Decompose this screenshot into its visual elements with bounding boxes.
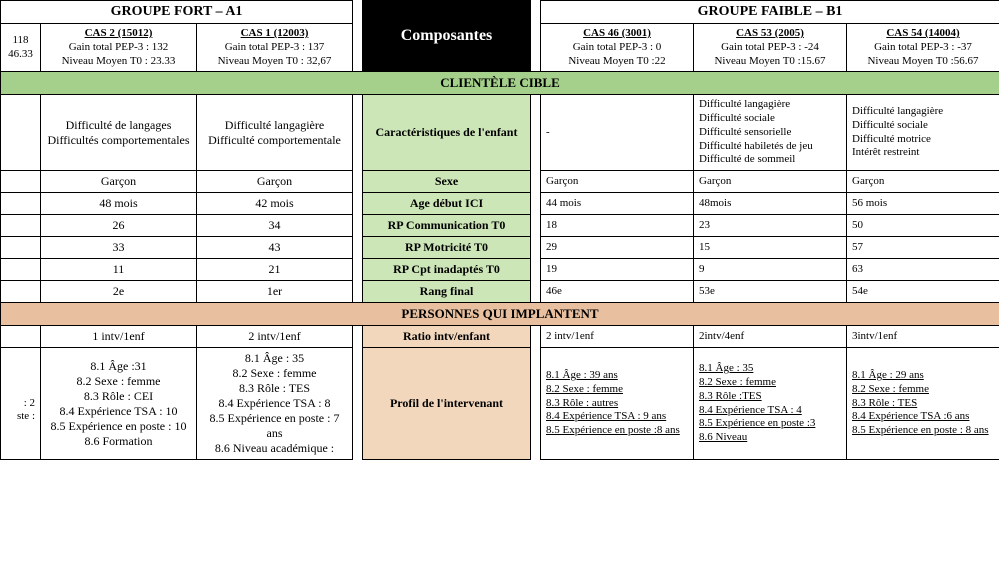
cell-rpc-c1: 34	[197, 215, 353, 237]
cell-sexe-c46: Garçon	[541, 171, 694, 193]
cell-rang-c54: 54e	[847, 281, 999, 303]
label-age: Age début ICI	[363, 193, 531, 215]
comparison-table: GROUPE FORT – A1 Composantes GROUPE FAIB…	[0, 0, 999, 460]
cell-ratio-c2: 1 intv/1enf	[41, 326, 197, 348]
gap	[353, 24, 363, 72]
cell-rpi-frag	[1, 259, 41, 281]
gap	[353, 95, 363, 171]
cell-caract-c53: Difficulté langagière Difficulté sociale…	[694, 95, 847, 171]
gap	[531, 95, 541, 171]
label-caract: Caractéristiques de l'enfant	[363, 95, 531, 171]
cell-profil-frag: : 2 ste :	[1, 348, 41, 460]
cell-rpi-c1: 21	[197, 259, 353, 281]
cell-rpc-c46: 18	[541, 215, 694, 237]
cell-rpi-c2: 11	[41, 259, 197, 281]
gap	[531, 326, 541, 348]
cell-sexe-c2: Garçon	[41, 171, 197, 193]
cell-age-c2: 48 mois	[41, 193, 197, 215]
cell-rpm-frag	[1, 237, 41, 259]
cell-age-c53: 48mois	[694, 193, 847, 215]
cell-age-c54: 56 mois	[847, 193, 999, 215]
label-rpm: RP Motricité T0	[363, 237, 531, 259]
gap	[531, 348, 541, 460]
cell-sexe-c54: Garçon	[847, 171, 999, 193]
cell-profil-c1: 8.1 Âge : 35 8.2 Sexe : femme 8.3 Rôle :…	[197, 348, 353, 460]
section-clientele: CLIENTÈLE CIBLE	[1, 72, 999, 95]
gap	[353, 326, 363, 348]
cell-caract-c46: -	[541, 95, 694, 171]
gap	[353, 259, 363, 281]
cell-rpm-c53: 15	[694, 237, 847, 259]
cell-rpi-c46: 19	[541, 259, 694, 281]
cell-ratio-c53: 2intv/4enf	[694, 326, 847, 348]
cell-rang-c2: 2e	[41, 281, 197, 303]
label-profil: Profil de l'intervenant	[363, 348, 531, 460]
cell-age-c1: 42 mois	[197, 193, 353, 215]
cell-rpm-c46: 29	[541, 237, 694, 259]
gap	[353, 281, 363, 303]
label-rpc: RP Communication T0	[363, 215, 531, 237]
gap	[531, 193, 541, 215]
case-frag-header: 118 46.33	[1, 24, 41, 72]
gap	[353, 171, 363, 193]
composantes-header: Composantes	[363, 1, 531, 72]
cell-rpm-c2: 33	[41, 237, 197, 259]
cell-rpm-c1: 43	[197, 237, 353, 259]
cell-rang-c1: 1er	[197, 281, 353, 303]
cell-age-frag	[1, 193, 41, 215]
cell-ratio-c1: 2 intv/1enf	[197, 326, 353, 348]
case-54-header: CAS 54 (14004) Gain total PEP-3 : -37 Ni…	[847, 24, 999, 72]
cell-age-c46: 44 mois	[541, 193, 694, 215]
cell-rpi-c54: 63	[847, 259, 999, 281]
cell-rang-c53: 53e	[694, 281, 847, 303]
cell-caract-frag	[1, 95, 41, 171]
group-fort-header: GROUPE FORT – A1	[1, 1, 353, 24]
cell-ratio-c46: 2 intv/1enf	[541, 326, 694, 348]
gap	[531, 24, 541, 72]
cell-caract-c2: Difficulté de langages Difficultés compo…	[41, 95, 197, 171]
cell-rang-frag	[1, 281, 41, 303]
gap	[353, 193, 363, 215]
gap	[353, 348, 363, 460]
cell-caract-c54: Difficulté langagière Difficulté sociale…	[847, 95, 999, 171]
gap	[353, 215, 363, 237]
label-ratio: Ratio intv/enfant	[363, 326, 531, 348]
cell-profil-c54: 8.1 Âge : 29 ans 8.2 Sexe : femme 8.3 Rô…	[847, 348, 999, 460]
cell-rpi-c53: 9	[694, 259, 847, 281]
cell-caract-c1: Difficulté langagière Difficulté comport…	[197, 95, 353, 171]
gap	[531, 171, 541, 193]
group-faible-header: GROUPE FAIBLE – B1	[541, 1, 999, 24]
label-rang: Rang final	[363, 281, 531, 303]
cell-profil-c46: 8.1 Âge : 39 ans 8.2 Sexe : femme 8.3 Rô…	[541, 348, 694, 460]
label-sexe: Sexe	[363, 171, 531, 193]
cell-sexe-c53: Garçon	[694, 171, 847, 193]
section-implante: PERSONNES QUI IMPLANTENT	[1, 303, 999, 326]
gap	[531, 237, 541, 259]
cell-rpc-frag	[1, 215, 41, 237]
gap	[531, 281, 541, 303]
label-rpi: RP Cpt inadaptés T0	[363, 259, 531, 281]
case-2-header: CAS 2 (15012) Gain total PEP-3 : 132 Niv…	[41, 24, 197, 72]
gap	[531, 1, 541, 24]
case-1-header: CAS 1 (12003) Gain total PEP-3 : 137 Niv…	[197, 24, 353, 72]
cell-ratio-frag	[1, 326, 41, 348]
cell-sexe-frag	[1, 171, 41, 193]
cell-profil-c2: 8.1 Âge :31 8.2 Sexe : femme 8.3 Rôle : …	[41, 348, 197, 460]
cell-rpc-c53: 23	[694, 215, 847, 237]
cell-ratio-c54: 3intv/1enf	[847, 326, 999, 348]
case-46-header: CAS 46 (3001) Gain total PEP-3 : 0 Nivea…	[541, 24, 694, 72]
case-53-header: CAS 53 (2005) Gain total PEP-3 : -24 Niv…	[694, 24, 847, 72]
cell-rpc-c54: 50	[847, 215, 999, 237]
gap	[353, 237, 363, 259]
gap	[531, 215, 541, 237]
gap	[353, 1, 363, 24]
cell-sexe-c1: Garçon	[197, 171, 353, 193]
cell-rpm-c54: 57	[847, 237, 999, 259]
gap	[531, 259, 541, 281]
cell-profil-c53: 8.1 Âge : 35 8.2 Sexe : femme 8.3 Rôle :…	[694, 348, 847, 460]
cell-rang-c46: 46e	[541, 281, 694, 303]
cell-rpc-c2: 26	[41, 215, 197, 237]
